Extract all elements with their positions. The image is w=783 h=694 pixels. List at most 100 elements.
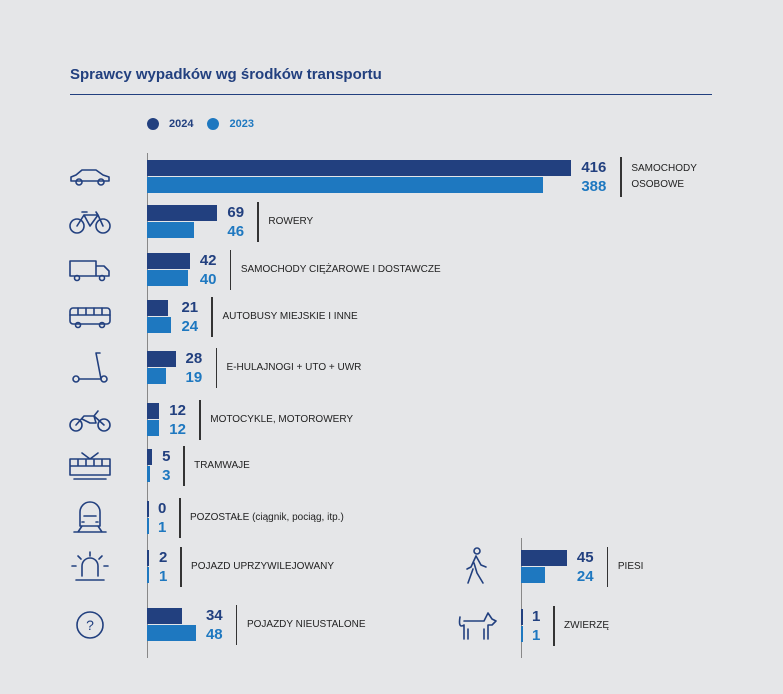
scooter-icon: [67, 351, 113, 385]
pedestrian-icon: [453, 547, 499, 584]
legend: 2024 2023: [147, 118, 268, 130]
bar-2024: [147, 160, 572, 176]
truck-icon: [67, 253, 113, 287]
category-label-line: OSOBOWE: [631, 179, 685, 190]
bar-2023: [147, 625, 196, 641]
svg-text:?: ?: [86, 617, 94, 633]
category-label: POZOSTAŁE (ciągnik, pociąg, itp.): [190, 510, 344, 526]
category-label-line: PIESI: [617, 561, 644, 572]
value-labels: 416 388: [581, 158, 606, 196]
value-labels: 34 48: [206, 606, 223, 644]
value-label-2024: 69: [227, 204, 245, 221]
value-label-2023: 48: [205, 626, 223, 643]
value-label-2023: 12: [169, 421, 186, 438]
bar-2023: [521, 567, 546, 583]
chart-title: Sprawcy wypadków wg środków transportu: [70, 66, 382, 83]
bar-2023: [147, 567, 149, 583]
label-divider: [179, 498, 181, 538]
right-axis: [521, 538, 522, 658]
value-label-2024: 12: [169, 402, 186, 419]
value-label-2024: 28: [185, 350, 203, 367]
legend-dot-2023: [207, 118, 220, 130]
category-label-line: SAMOCHODY: [631, 163, 697, 174]
category-label-line: E-HULAJNOGI + UTO + UWR: [226, 362, 362, 373]
bar-2024: [147, 403, 160, 419]
value-label-2023: 19: [185, 369, 203, 386]
category-label: SAMOCHODY CIĘŻAROWE I DOSTAWCZE: [241, 262, 441, 278]
bar-2023: [147, 177, 543, 193]
category-label-line: POZOSTAŁE (ciągnik, pociąg, itp.): [190, 512, 344, 523]
label-divider: [180, 547, 182, 587]
category-label: SAMOCHODY OSOBOWE: [631, 161, 697, 193]
train-icon: [67, 501, 113, 535]
car-icon: [67, 160, 113, 194]
label-divider: [215, 348, 218, 388]
value-labels: 28 19: [186, 349, 203, 387]
tram-icon: [67, 449, 113, 483]
label-divider: [229, 250, 232, 290]
value-labels: 12 12: [169, 401, 186, 439]
bar-2024: [147, 253, 190, 269]
category-label: TRAMWAJE: [194, 458, 250, 474]
question-icon: ?: [67, 608, 113, 642]
value-label-2024: 2: [159, 549, 168, 566]
bar-2024: [147, 501, 149, 517]
category-label-line: ROWERY: [268, 216, 314, 227]
category-label-line: MOTOCYKLE, MOTOROWERY: [210, 414, 354, 425]
label-divider: [199, 400, 201, 440]
value-label-2024: 5: [162, 448, 171, 465]
value-label-2024: 45: [576, 549, 594, 566]
bar-2024: [147, 449, 153, 465]
category-label-line: AUTOBUSY MIEJSKIE I INNE: [222, 311, 358, 322]
siren-icon: [67, 550, 113, 584]
bus-icon: [67, 300, 113, 334]
bar-2023: [147, 317, 172, 333]
label-divider: [606, 547, 609, 587]
bar-2024: [521, 550, 567, 566]
bar-2023: [521, 626, 523, 642]
value-labels: 45 24: [577, 548, 594, 586]
label-divider: [235, 605, 238, 645]
bar-2023: [147, 518, 149, 534]
bar-2024: [147, 550, 150, 566]
category-label-line: ZWIERZĘ: [564, 620, 610, 631]
bar-2023: [147, 222, 194, 238]
value-label-2023: 40: [199, 271, 217, 288]
value-label-2024: 1: [532, 608, 541, 625]
label-divider: [620, 157, 622, 197]
value-labels: 21 24: [181, 298, 198, 336]
label-divider: [211, 297, 213, 337]
category-label: ROWERY: [268, 214, 313, 230]
legend-dot-2024: [147, 118, 159, 130]
value-label-2024: 416: [581, 159, 607, 176]
bar-2024: [521, 609, 523, 625]
category-label-line: TRAMWAJE: [194, 460, 250, 471]
category-label: PIESI: [618, 559, 644, 575]
category-label-line: POJAZDY NIEUSTALONE: [246, 619, 366, 630]
bar-2024: [147, 351, 176, 367]
value-labels: 69 46: [227, 203, 244, 241]
category-label: ZWIERZĘ: [564, 618, 609, 634]
value-label-2023: 388: [581, 178, 607, 195]
category-label-line: POJAZD UPRZYWILEJOWANY: [191, 561, 335, 572]
value-label-2023: 1: [159, 568, 168, 585]
value-label-2024: 0: [158, 500, 167, 517]
bar-2023: [147, 420, 160, 436]
category-label: POJAZD UPRZYWILEJOWANY: [191, 559, 334, 575]
value-label-2023: 24: [576, 568, 594, 585]
value-label-2023: 1: [158, 519, 167, 536]
category-label: MOTOCYKLE, MOTOROWERY: [210, 412, 353, 428]
value-label-2023: 3: [162, 467, 171, 484]
legend-label-2023: 2023: [229, 118, 254, 130]
value-label-2024: 34: [205, 607, 223, 624]
label-divider: [257, 202, 259, 242]
category-label: E-HULAJNOGI + UTO + UWR: [227, 360, 362, 376]
bar-2024: [147, 608, 182, 624]
bar-2023: [147, 466, 151, 482]
bicycle-icon: [67, 205, 113, 239]
value-label-2023: 1: [532, 627, 541, 644]
category-label: AUTOBUSY MIEJSKIE I INNE: [222, 309, 357, 325]
